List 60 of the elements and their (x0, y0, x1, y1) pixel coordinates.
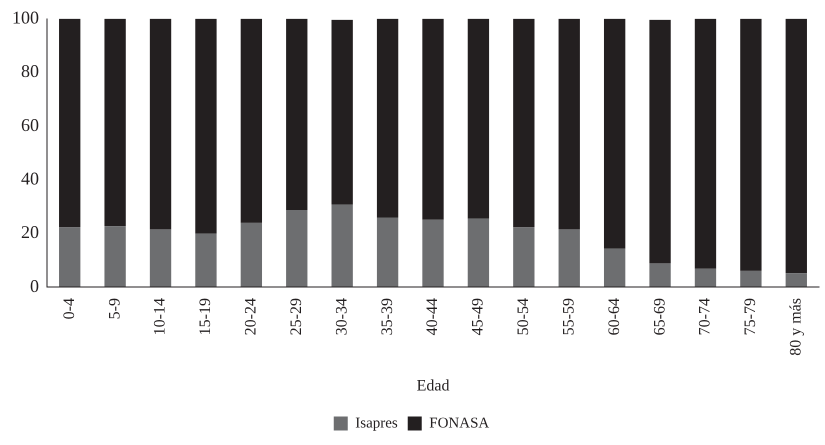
bar (740, 270, 762, 287)
bar (240, 222, 262, 287)
bar (513, 227, 534, 287)
x-tick-label: 20-24 (242, 298, 260, 336)
x-axis-title: Edad (416, 378, 450, 395)
bar (104, 18, 126, 226)
bar (468, 18, 490, 219)
bar (59, 227, 80, 287)
y-tick-label: 0 (30, 276, 39, 296)
legend-label: Isapres (355, 415, 398, 432)
y-tick-label: 100 (12, 8, 39, 28)
bar (376, 18, 398, 218)
bar (332, 204, 353, 287)
bar (694, 18, 716, 269)
bar (786, 18, 807, 274)
bar (286, 18, 308, 210)
x-tick-label: 35-39 (378, 298, 396, 336)
bar (649, 263, 671, 287)
bar (558, 18, 580, 230)
x-tick-label: 0-4 (60, 298, 78, 320)
bar (694, 268, 716, 287)
y-tick-label: 20 (21, 222, 39, 242)
bar (513, 18, 534, 228)
bar (59, 18, 80, 228)
bar (786, 273, 807, 287)
bar (376, 218, 398, 287)
bar (740, 18, 762, 271)
x-tick-label: 75-79 (742, 298, 760, 336)
x-tick-label: 80 y más (787, 298, 804, 356)
x-tick-label: 40-44 (424, 298, 442, 336)
x-tick-label: 30-34 (333, 298, 350, 336)
x-tick-label: 45-49 (470, 298, 487, 336)
x-tick-label: 65-69 (651, 298, 668, 336)
bar (195, 234, 217, 287)
y-tick-label: 60 (21, 114, 39, 135)
x-tick-label: 50-54 (515, 298, 532, 336)
bar (468, 218, 490, 287)
bar (240, 18, 262, 223)
y-tick-label: 80 (21, 61, 39, 82)
bar (604, 248, 626, 287)
bar (422, 220, 444, 287)
bar (558, 229, 580, 287)
bar (104, 226, 126, 287)
x-tick-label: 60-64 (606, 298, 623, 336)
bar (332, 20, 353, 205)
bar (604, 18, 626, 249)
x-tick-label: 55-59 (560, 298, 578, 336)
bar (286, 210, 308, 287)
bar (195, 18, 217, 234)
x-tick-label: 5-9 (106, 298, 124, 320)
y-tick-label: 40 (21, 168, 39, 188)
bar (649, 20, 671, 264)
bar (150, 229, 172, 287)
x-tick-label: 70-74 (696, 298, 714, 336)
bar (150, 18, 172, 230)
x-tick-label: 25-29 (288, 298, 305, 336)
x-tick-label: 10-14 (152, 298, 169, 336)
bar (422, 18, 444, 220)
legend-label: FONASA (429, 415, 490, 432)
x-tick-label: 15-19 (197, 298, 214, 336)
